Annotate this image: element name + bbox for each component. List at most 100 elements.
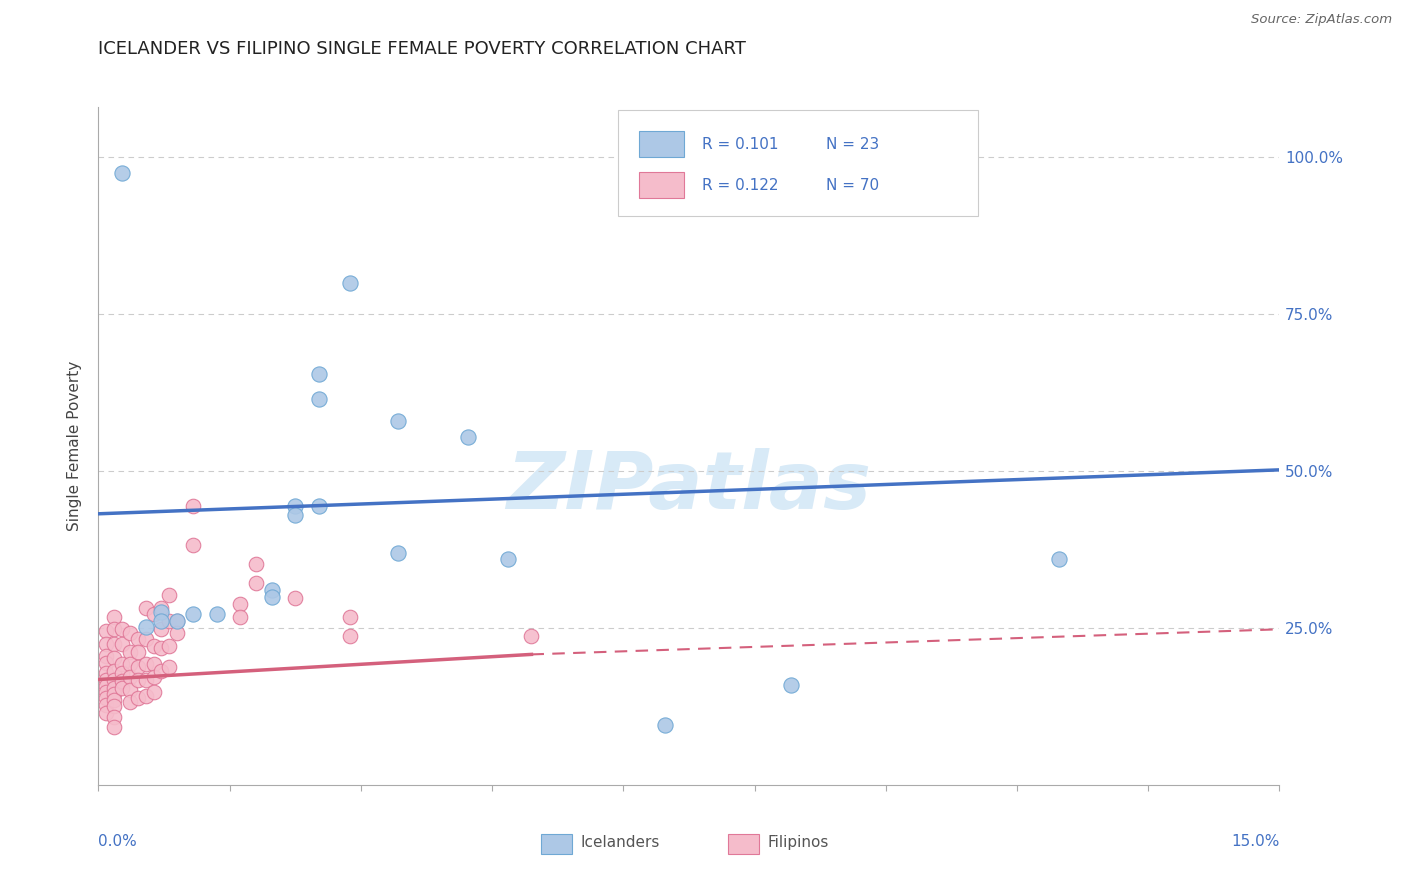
- Point: [111, 622, 134, 636]
- Point: [135, 657, 157, 672]
- Text: Icelanders: Icelanders: [581, 836, 659, 850]
- Point: [135, 620, 157, 634]
- Point: [308, 367, 330, 381]
- Point: [308, 499, 330, 513]
- Point: [96, 649, 118, 664]
- Point: [96, 624, 118, 639]
- Point: [96, 656, 118, 670]
- Point: [245, 557, 267, 571]
- Point: [654, 718, 676, 732]
- Point: [157, 614, 180, 628]
- Point: [157, 588, 180, 602]
- Point: [205, 607, 228, 622]
- Point: [150, 622, 173, 636]
- Point: [780, 677, 803, 691]
- Point: [127, 691, 149, 706]
- Point: [111, 637, 134, 651]
- Text: 15.0%: 15.0%: [1232, 834, 1279, 849]
- Point: [496, 552, 519, 566]
- Point: [142, 685, 165, 699]
- Point: [181, 538, 204, 552]
- Point: [339, 609, 361, 624]
- Point: [339, 276, 361, 290]
- Text: N = 23: N = 23: [825, 136, 879, 152]
- Point: [103, 720, 125, 734]
- Point: [127, 673, 149, 687]
- Text: Source: ZipAtlas.com: Source: ZipAtlas.com: [1251, 13, 1392, 27]
- Point: [284, 499, 307, 513]
- Point: [229, 597, 252, 611]
- Point: [103, 681, 125, 695]
- Point: [103, 699, 125, 714]
- Point: [111, 657, 134, 672]
- Text: R = 0.101: R = 0.101: [702, 136, 779, 152]
- Text: ICELANDER VS FILIPINO SINGLE FEMALE POVERTY CORRELATION CHART: ICELANDER VS FILIPINO SINGLE FEMALE POVE…: [98, 40, 747, 58]
- Point: [166, 626, 188, 640]
- Point: [284, 508, 307, 522]
- Point: [150, 605, 173, 619]
- Point: [181, 607, 204, 622]
- Point: [142, 639, 165, 653]
- Point: [96, 679, 118, 693]
- Y-axis label: Single Female Poverty: Single Female Poverty: [67, 361, 83, 531]
- Text: Filipinos: Filipinos: [768, 836, 830, 850]
- Point: [623, 166, 645, 180]
- Point: [135, 673, 157, 687]
- Point: [118, 645, 141, 659]
- Point: [142, 670, 165, 684]
- Point: [96, 706, 118, 720]
- Point: [103, 687, 125, 701]
- Point: [181, 499, 204, 513]
- Point: [1047, 552, 1070, 566]
- Point: [260, 583, 283, 598]
- Point: [166, 614, 188, 628]
- Point: [103, 673, 125, 687]
- Point: [284, 591, 307, 605]
- Point: [96, 691, 118, 706]
- Point: [111, 166, 134, 180]
- Point: [118, 670, 141, 684]
- Point: [339, 629, 361, 643]
- Point: [520, 629, 543, 643]
- Point: [96, 685, 118, 699]
- Point: [103, 693, 125, 707]
- Point: [118, 682, 141, 697]
- Point: [103, 637, 125, 651]
- Point: [111, 666, 134, 681]
- Point: [103, 651, 125, 665]
- Point: [103, 622, 125, 636]
- Point: [118, 657, 141, 672]
- Point: [96, 698, 118, 712]
- Point: [150, 641, 173, 656]
- Point: [118, 626, 141, 640]
- Point: [308, 392, 330, 406]
- Point: [127, 632, 149, 647]
- Point: [127, 645, 149, 659]
- FancyBboxPatch shape: [619, 111, 979, 216]
- Point: [111, 681, 134, 695]
- Point: [229, 609, 252, 624]
- Bar: [640, 131, 685, 157]
- Point: [142, 657, 165, 672]
- Point: [96, 637, 118, 651]
- Text: R = 0.122: R = 0.122: [702, 178, 779, 193]
- Point: [118, 695, 141, 709]
- Point: [150, 664, 173, 678]
- Text: 0.0%: 0.0%: [98, 834, 138, 849]
- Point: [245, 575, 267, 590]
- Point: [103, 664, 125, 678]
- Point: [127, 660, 149, 674]
- Point: [96, 673, 118, 687]
- Text: N = 70: N = 70: [825, 178, 879, 193]
- Point: [135, 632, 157, 647]
- Point: [150, 601, 173, 615]
- Point: [96, 666, 118, 681]
- Point: [166, 614, 188, 628]
- Point: [111, 674, 134, 689]
- Point: [142, 607, 165, 622]
- Point: [103, 609, 125, 624]
- Text: ZIPatlas: ZIPatlas: [506, 448, 872, 525]
- Point: [457, 429, 479, 443]
- Point: [150, 614, 173, 628]
- Point: [260, 590, 283, 604]
